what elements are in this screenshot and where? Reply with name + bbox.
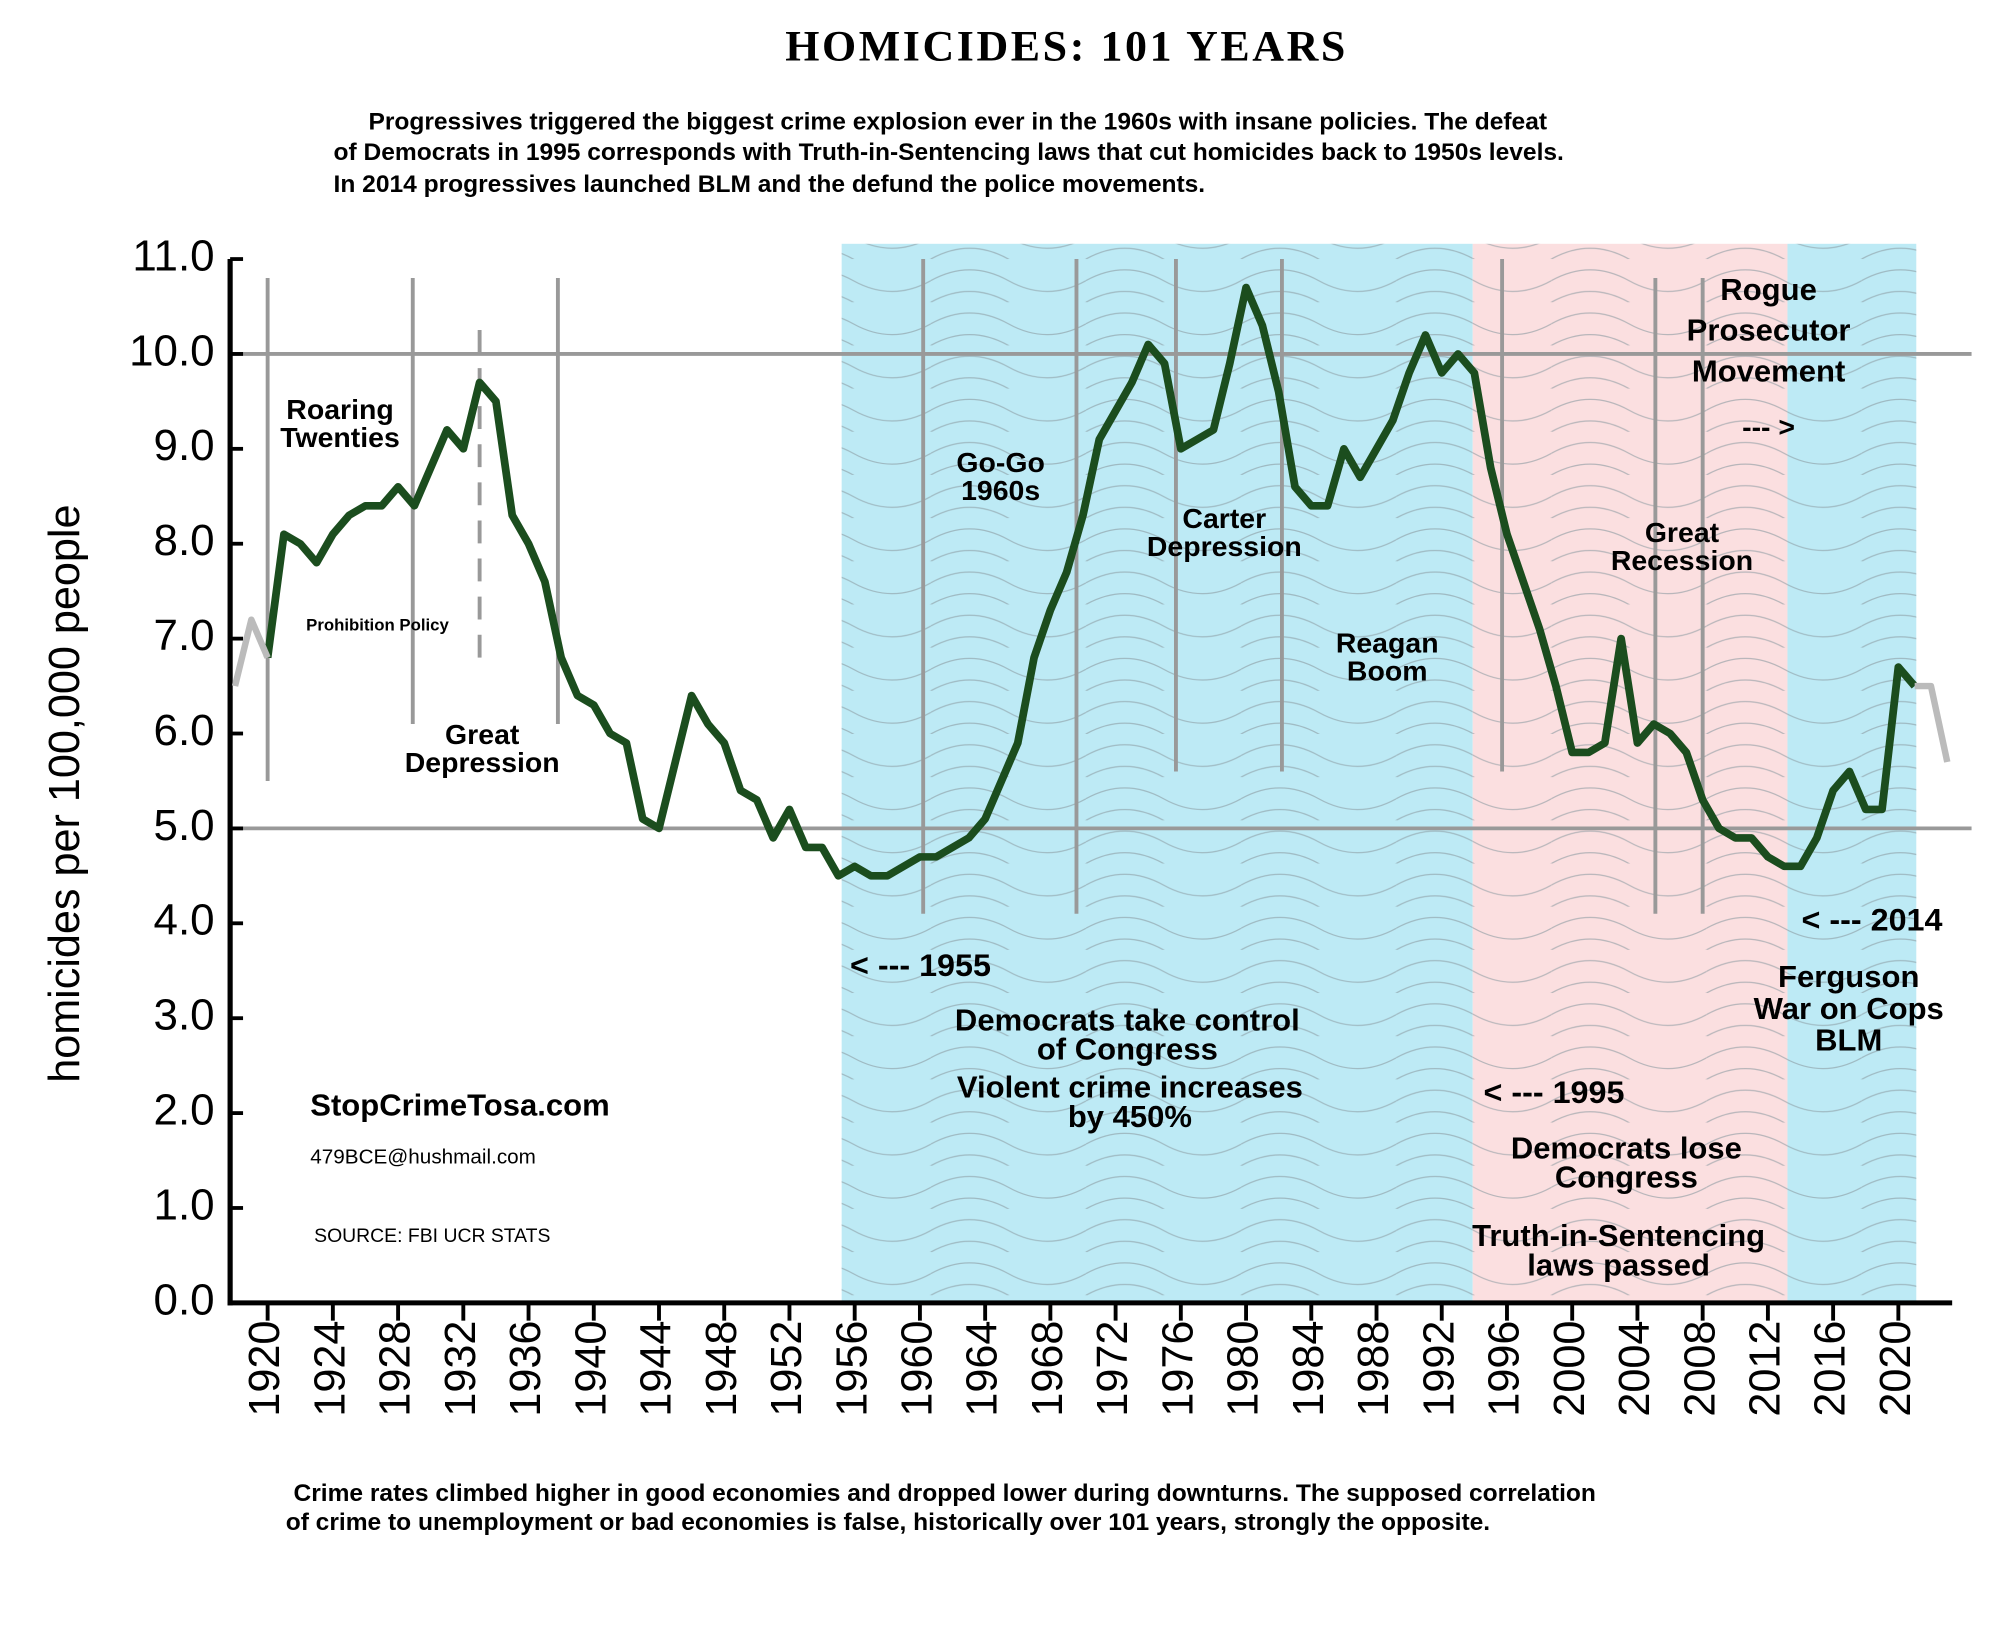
- annotation: Reagan: [1336, 627, 1439, 659]
- x-tick-label: 1972: [1089, 1321, 1137, 1417]
- y-tick-label: 2.0: [154, 1087, 215, 1135]
- footnote: of crime to unemployment or bad economie…: [286, 1509, 1490, 1536]
- x-tick-label: 1996: [1480, 1321, 1528, 1417]
- y-tick-label: 8.0: [154, 517, 215, 565]
- annotation: Rogue: [1720, 272, 1817, 307]
- annotation: Prosecutor: [1687, 313, 1851, 348]
- x-tick-label: 1968: [1024, 1321, 1072, 1417]
- annotation: War on Cops: [1754, 991, 1944, 1026]
- subtitle: of Democrats in 1995 corresponds with Tr…: [334, 139, 1564, 166]
- footnote: Crime rates climbed higher in good econo…: [293, 1480, 1595, 1507]
- chart-title: HOMICIDES: 101 YEARS: [785, 23, 1348, 71]
- x-tick-label: 1988: [1350, 1321, 1398, 1417]
- y-tick-label: 10.0: [129, 328, 215, 376]
- annotation: 479BCE@hushmail.com: [310, 1146, 536, 1169]
- data-line: [231, 616, 271, 687]
- x-tick-label: 1992: [1415, 1321, 1463, 1417]
- annotation: Congress: [1555, 1160, 1698, 1195]
- x-tick-label: 1948: [697, 1321, 745, 1417]
- annotation: < --- 1955: [850, 947, 991, 983]
- annotation: of Congress: [1037, 1032, 1218, 1067]
- annotation: laws passed: [1527, 1248, 1710, 1283]
- annotation: Violent crime increases: [957, 1070, 1303, 1105]
- x-tick-label: 2004: [1611, 1321, 1659, 1417]
- x-tick-label: 1940: [567, 1321, 615, 1417]
- annotation: Carter: [1182, 502, 1266, 534]
- annotation: Depression: [1147, 530, 1302, 562]
- x-tick-label: 1936: [502, 1321, 550, 1417]
- annotation: Prohibition Policy: [306, 616, 449, 635]
- annotation: Movement: [1692, 354, 1845, 389]
- annotation: Boom: [1347, 655, 1428, 687]
- annotation: Great: [445, 718, 520, 750]
- annotation: SOURCE: FBI UCR STATS: [314, 1226, 550, 1247]
- x-tick-label: 1924: [306, 1321, 354, 1417]
- x-tick-label: 2020: [1872, 1321, 1920, 1417]
- x-tick-label: 2016: [1806, 1321, 1854, 1417]
- x-tick-label: 1928: [371, 1321, 419, 1417]
- x-tick-label: 1944: [632, 1321, 680, 1417]
- annotation: Truth-in-Sentencing: [1472, 1218, 1765, 1253]
- x-tick-label: 1984: [1285, 1321, 1333, 1417]
- annotation: Depression: [405, 746, 560, 778]
- y-tick-label: 1.0: [154, 1182, 215, 1230]
- subtitle: Progressives triggered the biggest crime…: [368, 109, 1547, 136]
- annotation: < --- 2014: [1802, 902, 1943, 938]
- y-tick-label: 5.0: [154, 802, 215, 850]
- x-tick-label: 1980: [1219, 1321, 1267, 1417]
- x-tick-label: 1956: [828, 1321, 876, 1417]
- annotation: Recession: [1611, 544, 1753, 576]
- annotation: --- >: [1742, 411, 1795, 443]
- annotation: 1960s: [961, 474, 1040, 506]
- y-tick-label: 7.0: [154, 612, 215, 660]
- y-axis-label: homicides per 100,000 people: [40, 505, 88, 1083]
- x-tick-label: 2012: [1741, 1321, 1789, 1417]
- region-texture: [1472, 243, 1788, 1303]
- annotation: Ferguson: [1778, 959, 1919, 994]
- x-tick-label: 1960: [893, 1321, 941, 1417]
- y-tick-label: 0.0: [154, 1277, 215, 1325]
- y-tick-label: 4.0: [154, 897, 215, 945]
- x-tick-label: 2000: [1545, 1321, 1593, 1417]
- annotation: Democrats lose: [1511, 1131, 1742, 1166]
- x-tick-label: 1932: [437, 1321, 485, 1417]
- annotation: Great: [1645, 516, 1720, 548]
- x-tick-label: 2008: [1676, 1321, 1724, 1417]
- y-tick-label: 9.0: [154, 423, 215, 471]
- x-tick-label: 1976: [1154, 1321, 1202, 1417]
- annotation: Twenties: [280, 421, 400, 453]
- annotation: Go-Go: [956, 446, 1044, 478]
- y-tick-label: 11.0: [132, 233, 214, 281]
- x-tick-label: 1920: [241, 1321, 289, 1417]
- y-tick-label: 6.0: [154, 707, 215, 755]
- x-tick-label: 1964: [958, 1321, 1006, 1417]
- data-line: [263, 283, 1918, 880]
- annotation: StopCrimeTosa.com: [310, 1088, 609, 1123]
- subtitle: In 2014 progressives launched BLM and th…: [334, 171, 1206, 198]
- annotation: Roaring: [286, 393, 393, 425]
- data-line: [1914, 682, 1951, 763]
- x-tick-label: 1952: [763, 1321, 811, 1417]
- region-texture: [841, 243, 1473, 1303]
- annotation: by 450%: [1068, 1099, 1192, 1134]
- annotation: Democrats take control: [955, 1003, 1300, 1038]
- annotation: < --- 1995: [1484, 1074, 1625, 1110]
- annotation: BLM: [1815, 1023, 1882, 1058]
- y-tick-label: 3.0: [154, 992, 215, 1040]
